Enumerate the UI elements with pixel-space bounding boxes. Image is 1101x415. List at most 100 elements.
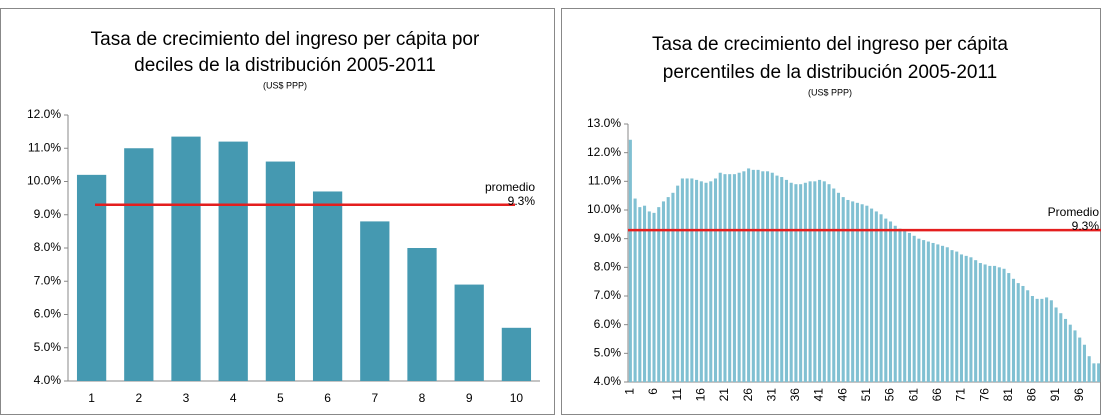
bar bbox=[813, 181, 817, 382]
bar bbox=[1040, 298, 1044, 382]
bar bbox=[770, 172, 774, 382]
x-tick-label: 7 bbox=[371, 391, 378, 405]
chart-title: Tasa de crecimiento del ingreso per cápi… bbox=[652, 34, 1008, 55]
bar bbox=[1049, 300, 1053, 382]
bar bbox=[860, 204, 864, 382]
bar bbox=[1097, 363, 1101, 382]
x-tick-label: 6 bbox=[646, 388, 660, 395]
bar bbox=[699, 181, 703, 382]
x-tick-label: 16 bbox=[693, 388, 707, 402]
bar bbox=[657, 207, 661, 382]
bar bbox=[818, 179, 822, 382]
bar bbox=[747, 168, 751, 382]
bar bbox=[1021, 285, 1025, 382]
bar bbox=[1068, 324, 1072, 382]
y-tick-label: 8.0% bbox=[34, 240, 62, 254]
bar bbox=[407, 248, 437, 381]
bar bbox=[780, 177, 784, 382]
bar bbox=[855, 202, 859, 382]
y-tick-label: 5.0% bbox=[594, 346, 622, 360]
x-tick-label: 56 bbox=[883, 388, 897, 402]
bar bbox=[1035, 298, 1039, 382]
y-tick-label: 10.0% bbox=[27, 174, 61, 188]
x-tick-label: 9 bbox=[466, 391, 473, 405]
x-tick-label: 46 bbox=[835, 388, 849, 402]
bar bbox=[907, 232, 911, 382]
bar bbox=[964, 255, 968, 382]
x-tick-label: 31 bbox=[764, 388, 778, 402]
x-tick-label: 41 bbox=[812, 388, 826, 402]
y-tick-label: 6.0% bbox=[594, 317, 622, 331]
y-tick-label: 10.0% bbox=[587, 202, 621, 216]
x-tick-label: 26 bbox=[741, 388, 755, 402]
bar bbox=[983, 264, 987, 382]
bar bbox=[666, 197, 670, 382]
chart-title: Tasa de crecimiento del ingreso per cápi… bbox=[91, 29, 480, 50]
bar bbox=[728, 174, 732, 382]
bar bbox=[761, 171, 765, 382]
y-tick-label: 12.0% bbox=[27, 107, 61, 121]
bar bbox=[903, 230, 907, 382]
bar bbox=[751, 169, 755, 382]
bar bbox=[955, 251, 959, 382]
bar bbox=[171, 136, 201, 381]
y-tick-label: 4.0% bbox=[34, 373, 62, 387]
y-tick-label: 6.0% bbox=[34, 307, 62, 321]
bar bbox=[765, 171, 770, 382]
bar bbox=[685, 178, 689, 382]
x-tick-label: 96 bbox=[1072, 388, 1086, 402]
bar bbox=[879, 214, 883, 382]
bar bbox=[360, 221, 390, 381]
y-tick-label: 5.0% bbox=[34, 340, 62, 354]
bar bbox=[993, 265, 997, 382]
bar bbox=[732, 174, 736, 382]
x-tick-label: 8 bbox=[419, 391, 426, 405]
average-value-label: 9.3% bbox=[1072, 219, 1100, 233]
bar bbox=[888, 221, 893, 382]
bar bbox=[647, 211, 651, 382]
x-tick-label: 1 bbox=[88, 391, 95, 405]
bar bbox=[917, 238, 921, 382]
x-tick-label: 76 bbox=[977, 388, 991, 402]
y-tick-label: 4.0% bbox=[594, 374, 622, 388]
bar bbox=[638, 207, 642, 382]
bar bbox=[822, 181, 826, 382]
bar bbox=[789, 182, 793, 382]
bar bbox=[936, 244, 940, 382]
bar bbox=[874, 211, 878, 382]
bar bbox=[704, 182, 708, 382]
bar bbox=[312, 191, 343, 381]
bar bbox=[865, 205, 869, 382]
x-tick-label: 4 bbox=[230, 391, 237, 405]
y-tick-label: 7.0% bbox=[34, 273, 62, 287]
bar bbox=[808, 181, 812, 382]
bar bbox=[454, 284, 484, 381]
bar bbox=[959, 254, 964, 382]
bar bbox=[695, 179, 699, 382]
bar bbox=[218, 141, 248, 381]
x-tick-label: 66 bbox=[930, 388, 944, 402]
bar bbox=[124, 148, 154, 381]
bar bbox=[723, 174, 727, 382]
bar bbox=[851, 201, 855, 382]
x-tick-label: 1 bbox=[623, 388, 637, 395]
y-tick-label: 11.0% bbox=[28, 140, 61, 154]
bar bbox=[628, 139, 632, 382]
bar bbox=[836, 192, 841, 382]
x-tick-label: 61 bbox=[906, 388, 920, 402]
bar bbox=[1087, 356, 1091, 382]
x-tick-label: 81 bbox=[1001, 388, 1015, 402]
bar bbox=[1078, 337, 1082, 382]
bar bbox=[926, 241, 930, 382]
bar bbox=[775, 175, 779, 382]
bar bbox=[742, 171, 746, 382]
bar bbox=[671, 192, 675, 382]
y-tick-label: 7.0% bbox=[594, 288, 622, 302]
bar bbox=[1026, 290, 1030, 382]
bar bbox=[846, 199, 850, 382]
bar bbox=[841, 197, 845, 382]
bar bbox=[931, 242, 935, 382]
x-tick-label: 6 bbox=[324, 391, 331, 405]
bar bbox=[652, 212, 656, 382]
